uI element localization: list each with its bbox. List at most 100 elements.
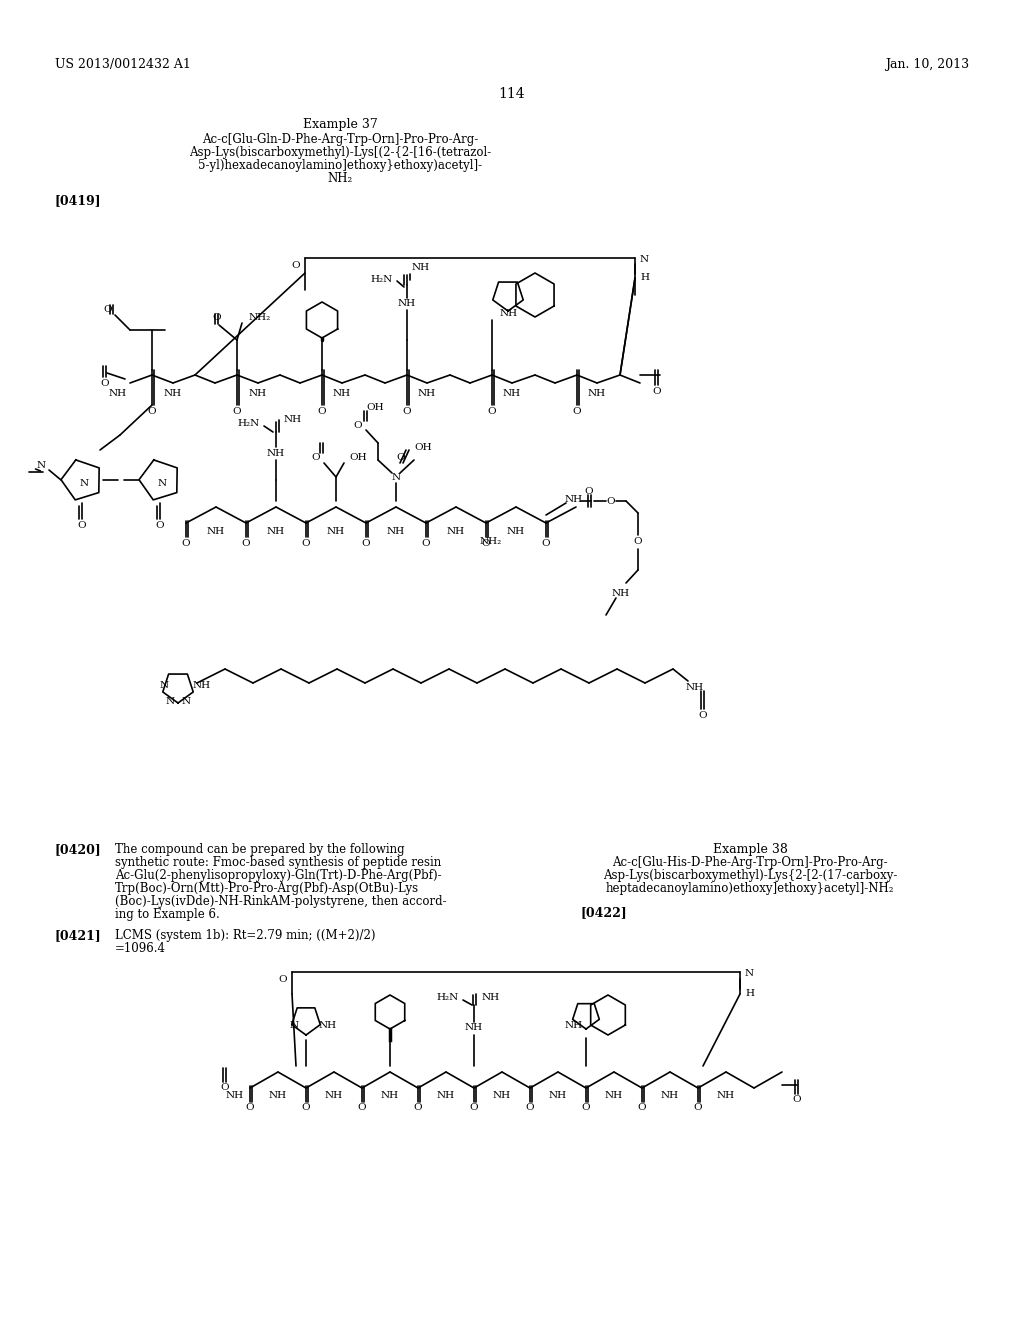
Text: NH: NH — [507, 527, 525, 536]
Text: [0419]: [0419] — [55, 194, 101, 207]
Text: Ac-c[Glu-Gln-D-Phe-Arg-Trp-Orn]-Pro-Pro-Arg-: Ac-c[Glu-Gln-D-Phe-Arg-Trp-Orn]-Pro-Pro-… — [202, 133, 478, 147]
Text: O: O — [396, 453, 406, 462]
Text: O: O — [361, 539, 371, 548]
Text: Ac-c[Glu-His-D-Phe-Arg-Trp-Orn]-Pro-Pro-Arg-: Ac-c[Glu-His-D-Phe-Arg-Trp-Orn]-Pro-Pro-… — [612, 855, 888, 869]
Text: O: O — [634, 537, 642, 546]
Text: NH: NH — [605, 1092, 623, 1101]
Text: NH: NH — [226, 1092, 244, 1101]
Text: NH: NH — [686, 682, 705, 692]
Text: O: O — [78, 520, 86, 529]
Text: N: N — [391, 474, 400, 483]
Text: NH: NH — [207, 527, 225, 536]
Text: Jan. 10, 2013: Jan. 10, 2013 — [885, 58, 969, 71]
Text: O: O — [242, 539, 250, 548]
Text: NH: NH — [193, 681, 211, 689]
Text: O: O — [353, 421, 362, 429]
Text: NH: NH — [412, 264, 430, 272]
Text: H: H — [745, 990, 754, 998]
Text: NH: NH — [482, 993, 500, 1002]
Text: synthetic route: Fmoc-based synthesis of peptide resin: synthetic route: Fmoc-based synthesis of… — [115, 855, 441, 869]
Text: O: O — [414, 1104, 422, 1113]
Text: N: N — [158, 479, 167, 487]
Text: N: N — [745, 969, 754, 978]
Text: O: O — [693, 1104, 702, 1113]
Text: NH: NH — [503, 389, 521, 399]
Text: N: N — [181, 697, 190, 705]
Text: OH: OH — [349, 454, 367, 462]
Text: O: O — [357, 1104, 367, 1113]
Text: NH: NH — [717, 1092, 735, 1101]
Text: O: O — [147, 407, 157, 416]
Text: NH: NH — [249, 389, 267, 399]
Text: NH: NH — [500, 309, 518, 318]
Text: H₂N: H₂N — [437, 993, 459, 1002]
Text: O: O — [582, 1104, 590, 1113]
Text: O: O — [317, 407, 327, 416]
Text: N: N — [80, 479, 88, 487]
Text: NH: NH — [284, 416, 302, 425]
Text: O: O — [793, 1096, 802, 1105]
Text: (Boc)-Lys(ivDde)-NH-RinkAM-polystyrene, then accord-: (Boc)-Lys(ivDde)-NH-RinkAM-polystyrene, … — [115, 895, 446, 908]
Text: OH: OH — [414, 442, 432, 451]
Text: OH: OH — [367, 403, 384, 412]
Text: O: O — [638, 1104, 646, 1113]
Text: O: O — [487, 407, 497, 416]
Text: NH: NH — [398, 300, 416, 309]
Text: NH: NH — [267, 527, 285, 536]
Text: N: N — [166, 697, 174, 705]
Text: N: N — [37, 461, 45, 470]
Text: O: O — [100, 379, 110, 388]
Text: Ac-Glu(2-phenylisopropyloxy)-Gln(Trt)-D-Phe-Arg(Pbf)-: Ac-Glu(2-phenylisopropyloxy)-Gln(Trt)-D-… — [115, 869, 441, 882]
Text: NH: NH — [493, 1092, 511, 1101]
Text: O: O — [572, 407, 582, 416]
Text: NH: NH — [660, 1092, 679, 1101]
Text: O: O — [470, 1104, 478, 1113]
Text: O: O — [311, 454, 319, 462]
Text: LCMS (system 1b): Rt=2.79 min; ((M+2)/2): LCMS (system 1b): Rt=2.79 min; ((M+2)/2) — [115, 929, 376, 942]
Text: H₂N: H₂N — [371, 275, 393, 284]
Text: O: O — [481, 539, 490, 548]
Text: NH₂: NH₂ — [480, 536, 502, 545]
Text: NH: NH — [109, 389, 127, 399]
Text: Asp-Lys(biscarboxymethyl)-Lys{2-[2-(17-carboxy-: Asp-Lys(biscarboxymethyl)-Lys{2-[2-(17-c… — [603, 869, 897, 882]
Text: Example 37: Example 37 — [303, 117, 378, 131]
Text: [0420]: [0420] — [55, 843, 101, 855]
Text: O: O — [292, 261, 300, 271]
Text: NH: NH — [164, 389, 182, 399]
Text: O: O — [542, 539, 550, 548]
Text: US 2013/0012432 A1: US 2013/0012432 A1 — [55, 58, 190, 71]
Text: O: O — [246, 1104, 254, 1113]
Text: NH: NH — [327, 527, 345, 536]
Text: NH: NH — [565, 495, 583, 503]
Text: NH: NH — [387, 527, 406, 536]
Text: NH: NH — [437, 1092, 455, 1101]
Text: NH: NH — [267, 449, 285, 458]
Text: NH: NH — [588, 389, 606, 399]
Text: O: O — [302, 539, 310, 548]
Text: NH₂: NH₂ — [249, 314, 271, 322]
Text: N: N — [290, 1022, 299, 1031]
Text: H: H — [640, 273, 649, 282]
Text: NH: NH — [549, 1092, 567, 1101]
Text: O: O — [156, 520, 164, 529]
Text: Example 38: Example 38 — [713, 843, 787, 855]
Text: ing to Example 6.: ing to Example 6. — [115, 908, 220, 921]
Text: O: O — [652, 387, 662, 396]
Text: NH: NH — [381, 1092, 399, 1101]
Text: O: O — [279, 975, 287, 985]
Text: N: N — [640, 256, 649, 264]
Text: NH: NH — [612, 589, 630, 598]
Text: heptadecanoylamino)ethoxy]ethoxy}acetyl]-NH₂: heptadecanoylamino)ethoxy]ethoxy}acetyl]… — [606, 882, 894, 895]
Text: O: O — [402, 407, 412, 416]
Text: NH: NH — [333, 389, 351, 399]
Text: O: O — [525, 1104, 535, 1113]
Text: NH: NH — [565, 1020, 583, 1030]
Text: O: O — [221, 1084, 229, 1093]
Text: NH: NH — [465, 1023, 483, 1032]
Text: [0422]: [0422] — [580, 906, 627, 919]
Text: O: O — [103, 305, 112, 314]
Text: NH: NH — [418, 389, 436, 399]
Text: N: N — [160, 681, 169, 689]
Text: NH: NH — [319, 1022, 337, 1031]
Text: NH: NH — [446, 527, 465, 536]
